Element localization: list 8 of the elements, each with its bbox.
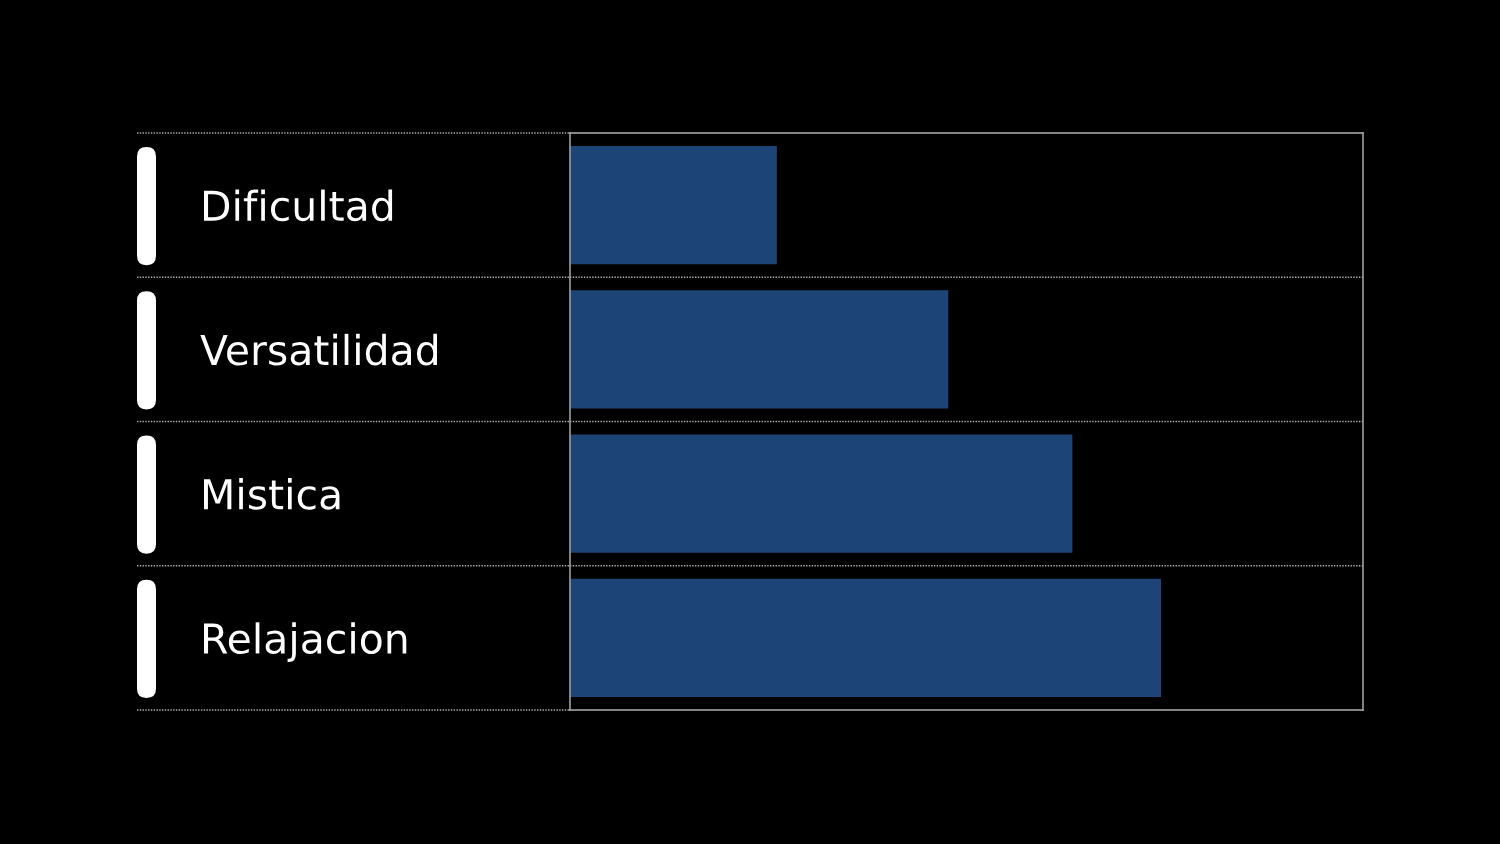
y-tick-label: Relajacion xyxy=(204,622,407,662)
bar xyxy=(570,290,949,409)
y-tick-label: Dificultad xyxy=(204,189,393,222)
bar xyxy=(570,145,777,265)
bar xyxy=(570,578,1161,698)
y-tick-label: Mistica xyxy=(204,478,340,510)
y-tick-label: Versatilidad xyxy=(200,333,437,366)
bar xyxy=(570,434,1073,553)
